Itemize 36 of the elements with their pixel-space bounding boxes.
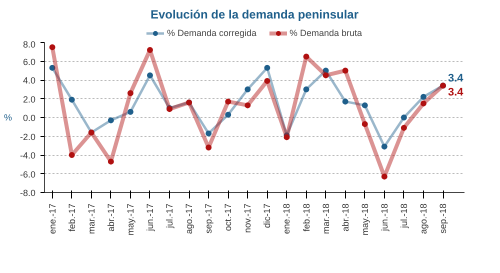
x-tick-label: dic-17 <box>262 203 272 228</box>
x-tick-label: abr.-17 <box>106 203 116 232</box>
y-tick-label: 6.0 <box>22 56 36 67</box>
y-tick-label: 8.0 <box>22 40 36 50</box>
y-tick-label: 2.0 <box>22 94 36 104</box>
y-tick-label: -4.0 <box>20 150 36 160</box>
y-axis-title: % <box>4 112 12 122</box>
x-tick-label: feb.-18 <box>301 203 312 232</box>
x-tick-label: ene.-17 <box>47 203 58 234</box>
x-tick-label: jul.-18 <box>398 203 409 230</box>
y-tick-label: 4.0 <box>22 76 36 86</box>
y-tick-label: -6.0 <box>20 169 36 180</box>
x-tick-label: may.-17 <box>125 204 136 236</box>
x-tick-label: oct.-17 <box>223 204 234 232</box>
x-tick-label: mar.-17 <box>86 203 96 234</box>
annotation: 3.4 <box>448 72 464 85</box>
x-tick-label: sep.-18 <box>438 203 448 234</box>
x-tick-label: ene.-18 <box>282 203 292 234</box>
x-tick-label: ago.-18 <box>418 203 428 234</box>
x-tick-label: abr.-18 <box>340 203 350 232</box>
y-tick-label: -2.0 <box>20 132 36 142</box>
legend-label: % Demanda corregida <box>166 28 257 38</box>
y-tick-label: -8.0 <box>20 188 36 198</box>
y-tick-label: 0.0 <box>22 113 36 123</box>
chart-title: Evolución de la demanda peninsular <box>150 8 359 22</box>
x-tick-label: nov.-17 <box>242 203 253 233</box>
x-tick-label: may.-18 <box>360 204 370 236</box>
x-tick-label: jul.-17 <box>164 203 175 230</box>
x-tick-label: ago.-17 <box>184 203 194 234</box>
annotation: 3.4 <box>448 86 464 99</box>
x-tick-label: jun.-18 <box>379 203 390 232</box>
x-tick-label: feb.-17 <box>66 203 77 232</box>
x-tick-label: mar.-18 <box>320 203 331 234</box>
x-tick-label: sep.-17 <box>204 203 214 234</box>
x-tick-label: jun.-17 <box>144 203 155 232</box>
legend-label: % Demanda bruta <box>290 28 362 38</box>
